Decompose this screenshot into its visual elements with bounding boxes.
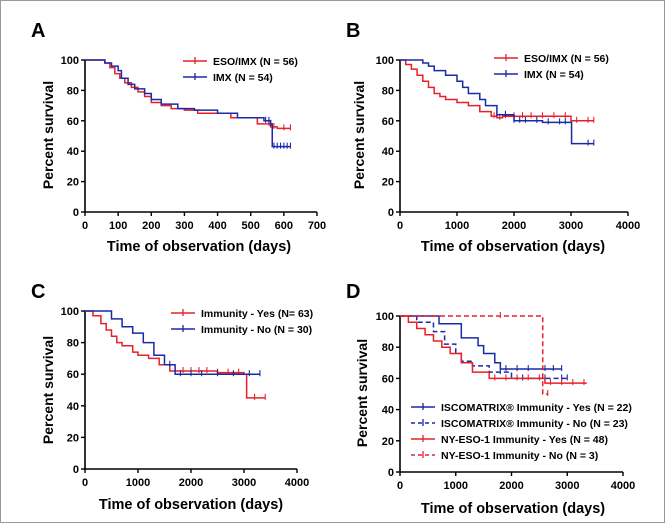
survival-curve-3 bbox=[400, 315, 587, 384]
x-tick-label: 4000 bbox=[611, 480, 635, 492]
y-tick-label: 20 bbox=[67, 432, 79, 444]
x-tick-label: 400 bbox=[208, 220, 226, 232]
x-tick-label: 700 bbox=[308, 220, 326, 232]
survival-curve-1 bbox=[400, 315, 562, 370]
y-tick-label: 60 bbox=[67, 369, 79, 381]
legend: Immunity - Yes (N= 63) Immunity - No (N =… bbox=[171, 308, 313, 336]
x-tick-label: 600 bbox=[275, 220, 293, 232]
y-axis-label: Percent survival bbox=[354, 339, 370, 447]
x-tick-label: 300 bbox=[175, 220, 193, 232]
legend-label: ESO/IMX (N = 56) bbox=[524, 53, 609, 65]
y-tick-label: 40 bbox=[67, 146, 79, 158]
x-axis-label: Time of observation (days) bbox=[421, 239, 605, 255]
panel-label: D bbox=[346, 281, 360, 303]
x-tick-label: 4000 bbox=[616, 220, 640, 232]
x-tick-label: 4000 bbox=[285, 477, 309, 489]
panel-label: B bbox=[346, 20, 360, 42]
x-tick-label: 500 bbox=[242, 220, 260, 232]
legend-label: ESO/IMX (N = 56) bbox=[213, 56, 298, 68]
axes: 0 20 40 60 80 100 0 100 200 300 400 500 600 700 bbox=[61, 55, 327, 232]
survival-curve-2 bbox=[85, 310, 260, 375]
x-tick-label: 2000 bbox=[502, 220, 526, 232]
legend: ESO/IMX (N = 56) IMX (N = 54) bbox=[183, 56, 298, 84]
y-axis-label: Percent survival bbox=[40, 81, 56, 189]
legend-label: Immunity - No (N = 30) bbox=[201, 324, 312, 336]
y-tick-label: 100 bbox=[61, 306, 79, 318]
x-tick-label: 1000 bbox=[444, 480, 468, 492]
series-group bbox=[400, 312, 587, 396]
x-tick-label: 0 bbox=[397, 220, 403, 232]
y-axis-label: Percent survival bbox=[40, 336, 56, 444]
x-tick-label: 1000 bbox=[445, 220, 469, 232]
x-axis-label: Time of observation (days) bbox=[107, 239, 291, 255]
x-tick-label: 3000 bbox=[555, 480, 579, 492]
legend: ISCOMATRIX® Immunity - Yes (N = 22) ISCOM… bbox=[411, 402, 632, 462]
panel-label: A bbox=[31, 20, 45, 42]
x-axis-label: Time of observation (days) bbox=[421, 501, 605, 517]
y-tick-label: 0 bbox=[73, 464, 79, 476]
survival-curve-4 bbox=[400, 315, 548, 395]
x-tick-label: 100 bbox=[109, 220, 127, 232]
y-tick-label: 80 bbox=[67, 338, 79, 350]
y-tick-label: 20 bbox=[382, 177, 394, 189]
y-tick-label: 20 bbox=[382, 436, 394, 448]
legend-label: IMX (N = 54) bbox=[524, 69, 584, 81]
legend-label: IMX (N = 54) bbox=[213, 72, 273, 84]
x-tick-label: 3000 bbox=[559, 220, 583, 232]
series-group bbox=[85, 59, 292, 149]
x-axis-label: Time of observation (days) bbox=[99, 497, 283, 513]
y-tick-label: 0 bbox=[388, 467, 394, 479]
legend: ESO/IMX (N = 56) IMX (N = 54) bbox=[494, 53, 609, 81]
x-tick-label: 3000 bbox=[232, 477, 256, 489]
series-group bbox=[85, 310, 266, 400]
x-tick-label: 2000 bbox=[179, 477, 203, 489]
y-tick-label: 60 bbox=[382, 116, 394, 128]
y-tick-label: 40 bbox=[67, 401, 79, 413]
y-tick-label: 80 bbox=[382, 342, 394, 354]
y-tick-label: 20 bbox=[67, 177, 79, 189]
x-tick-label: 0 bbox=[397, 480, 403, 492]
legend-label: NY-ESO-1 Immunity - No (N = 3) bbox=[441, 450, 598, 462]
y-axis-label: Percent survival bbox=[351, 81, 367, 189]
legend-label: NY-ESO-1 Immunity - Yes (N = 48) bbox=[441, 434, 608, 446]
legend-label: Immunity - Yes (N= 63) bbox=[201, 308, 313, 320]
x-tick-label: 0 bbox=[82, 477, 88, 489]
series-group bbox=[400, 59, 595, 146]
panel-a: A 0 20 40 60 80 100 0 100 200 300 400 500 600 700 ESO… bbox=[31, 20, 326, 255]
survival-curve-2 bbox=[85, 59, 291, 148]
x-tick-label: 0 bbox=[82, 220, 88, 232]
legend-label: ISCOMATRIX® Immunity - Yes (N = 22) bbox=[441, 402, 632, 414]
y-tick-label: 0 bbox=[73, 207, 79, 219]
x-tick-label: 1000 bbox=[126, 477, 150, 489]
y-tick-label: 100 bbox=[376, 55, 394, 67]
survival-curve-1 bbox=[400, 59, 594, 122]
y-tick-label: 40 bbox=[382, 405, 394, 417]
survival-curve-2 bbox=[400, 59, 594, 145]
y-tick-label: 80 bbox=[382, 85, 394, 97]
y-tick-label: 80 bbox=[67, 85, 79, 97]
y-tick-label: 0 bbox=[388, 207, 394, 219]
x-tick-label: 2000 bbox=[499, 480, 523, 492]
x-tick-label: 200 bbox=[142, 220, 160, 232]
y-tick-label: 60 bbox=[382, 373, 394, 385]
y-tick-label: 100 bbox=[61, 55, 79, 67]
y-tick-label: 60 bbox=[67, 116, 79, 128]
y-tick-label: 40 bbox=[382, 146, 394, 158]
legend-label: ISCOMATRIX® Immunity - No (N = 23) bbox=[441, 418, 628, 430]
panel-label: C bbox=[31, 281, 45, 303]
y-tick-label: 100 bbox=[376, 311, 394, 323]
